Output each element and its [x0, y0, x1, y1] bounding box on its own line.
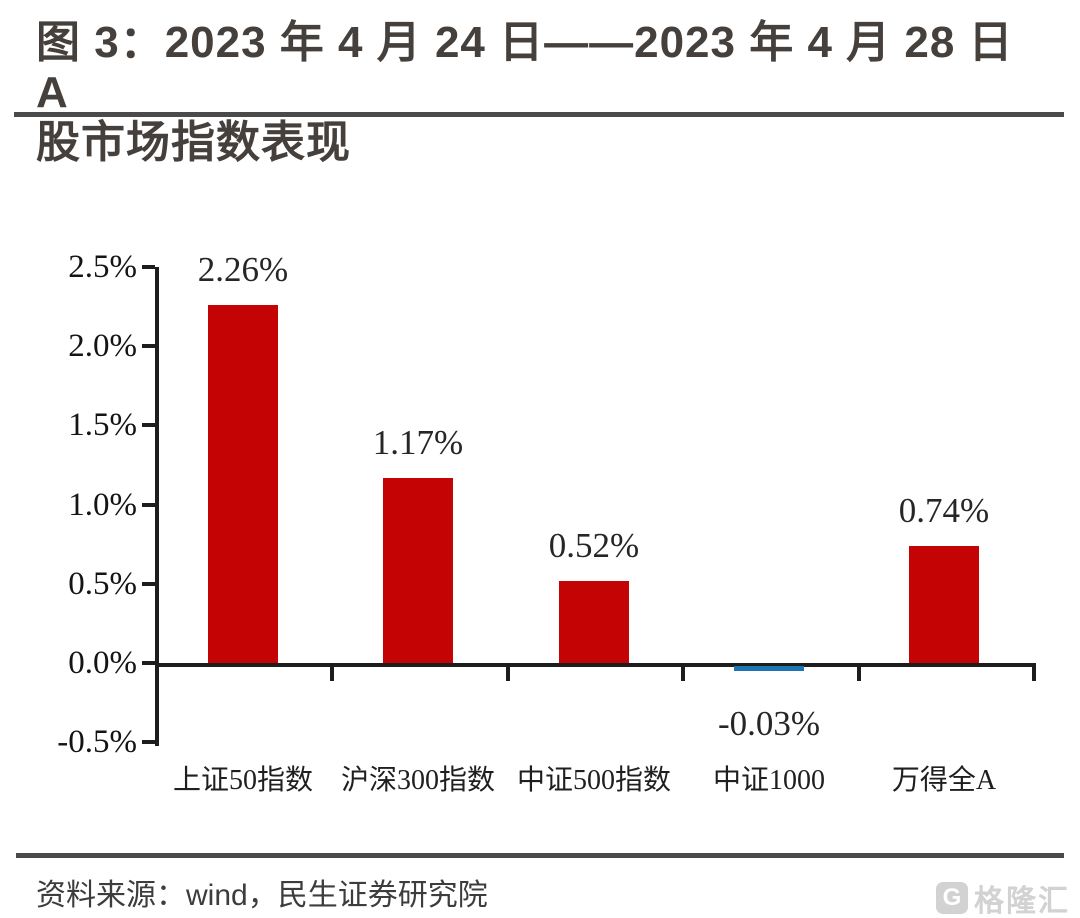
y-axis-tick-label: 0.0% [68, 645, 137, 681]
figure-title-line2: 股市场指数表现 [36, 118, 351, 167]
figure-title-line1: 图 3：2023 年 4 月 24 日——2023 年 4 月 28 日 A [36, 18, 1014, 117]
bar-5 [909, 546, 979, 663]
bar-1 [208, 305, 278, 663]
data-source-note: 资料来源：wind，民生证券研究院 [36, 879, 488, 912]
y-axis-tick [142, 740, 155, 744]
bar-value-label: 1.17% [372, 423, 464, 462]
y-axis-tick [142, 503, 155, 507]
y-axis-tick-label: 1.0% [68, 487, 137, 523]
bar-value-label: -0.03% [717, 704, 821, 743]
y-axis-tick [142, 423, 155, 427]
y-axis-tick-label: 2.5% [68, 249, 137, 285]
footer-divider [16, 853, 1064, 858]
x-axis-category-label: 万得全A [891, 765, 997, 796]
y-axis-tick [142, 265, 155, 269]
y-axis-tick-label: 0.5% [68, 566, 137, 602]
x-axis-category-label: 中证1000 [712, 765, 826, 796]
y-axis-line [155, 267, 159, 747]
bar-value-label: 0.52% [548, 526, 640, 565]
figure-title: 图 3：2023 年 4 月 24 日——2023 年 4 月 28 日 A 股… [36, 18, 1046, 168]
bar-3 [559, 581, 629, 663]
x-axis-category-label: 中证500指数 [516, 765, 672, 796]
gelonghui-logo-icon: G [936, 882, 968, 914]
bar-value-label: 2.26% [197, 250, 289, 289]
y-axis-tick [142, 582, 155, 586]
bar-2 [383, 478, 453, 663]
x-axis-tick [681, 663, 685, 681]
bar-value-label: 0.74% [898, 491, 990, 530]
x-axis-line [155, 663, 1036, 667]
gelonghui-watermark: G 格隆汇 [936, 876, 1070, 918]
y-axis-tick-label: 1.5% [68, 407, 137, 443]
y-axis-tick [142, 661, 155, 665]
x-axis-tick [330, 663, 334, 681]
title-divider [14, 112, 1064, 117]
y-axis-tick-label: 2.0% [68, 328, 137, 364]
x-axis-tick [1032, 663, 1036, 681]
x-axis-category-label: 上证50指数 [172, 765, 314, 796]
y-axis-tick-label: -0.5% [57, 724, 137, 760]
gelonghui-logo-text: 格隆汇 [974, 885, 1070, 918]
x-axis-tick [506, 663, 510, 681]
x-axis-category-label: 沪深300指数 [340, 765, 496, 796]
bar-4 [734, 666, 804, 671]
x-axis-tick [857, 663, 861, 681]
y-axis-tick [142, 344, 155, 348]
